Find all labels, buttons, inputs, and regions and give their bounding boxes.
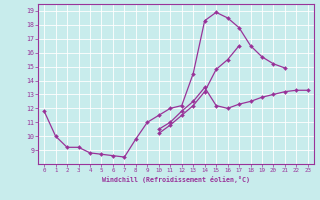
X-axis label: Windchill (Refroidissement éolien,°C): Windchill (Refroidissement éolien,°C) (102, 176, 250, 183)
